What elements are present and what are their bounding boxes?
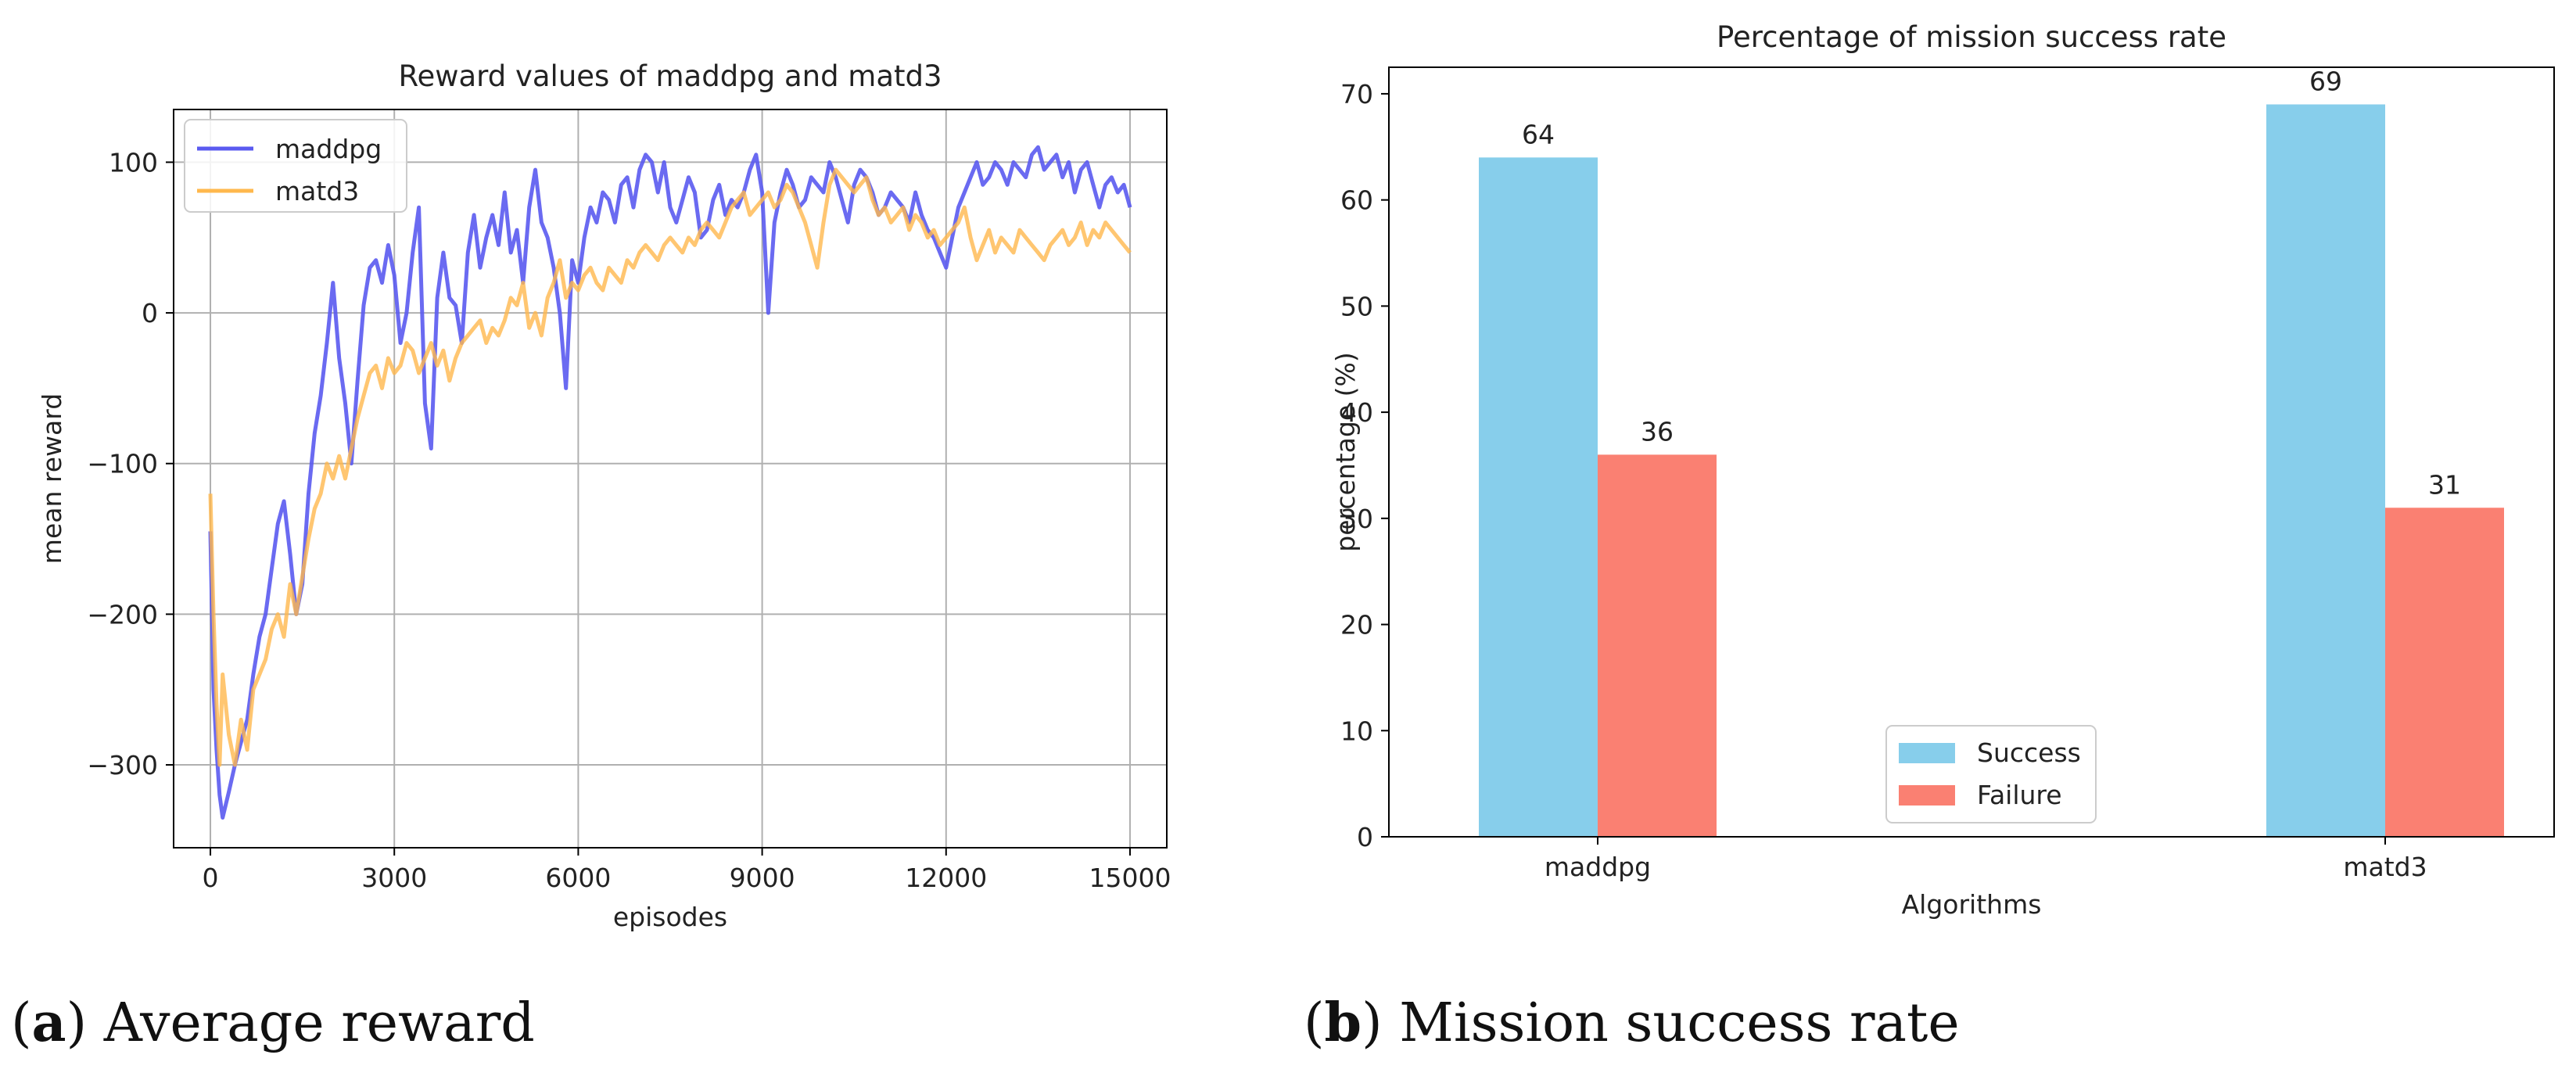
- y-tick-label: 30: [1340, 504, 1373, 534]
- plot-frame: [1388, 66, 2555, 838]
- x-tick-label: 0: [203, 863, 219, 893]
- bar-success-matd3: [2266, 104, 2385, 838]
- caption-a-text: Average reward: [103, 992, 535, 1054]
- y-tick-label: 50: [1340, 291, 1373, 321]
- bar-failure-matd3: [2385, 508, 2504, 837]
- bar-value-label: 31: [2428, 469, 2461, 500]
- y-tick-label: 0: [142, 298, 158, 328]
- caption-a-label: a: [31, 992, 66, 1054]
- legend-swatch-failure: [1899, 785, 1955, 806]
- caption-b: (b) Mission success rate: [1304, 992, 1960, 1054]
- x-tick-label: matd3: [2343, 852, 2427, 882]
- bar-value-label: 64: [1522, 119, 1555, 149]
- y-tick-label: 70: [1340, 79, 1373, 109]
- x-tick-label: 3000: [361, 863, 427, 893]
- x-tick-label: 9000: [730, 863, 795, 893]
- y-tick-label: 40: [1340, 397, 1373, 428]
- y-tick-label: 20: [1340, 610, 1373, 640]
- legend-label-success: Success: [1977, 737, 2081, 768]
- caption-b-label: b: [1324, 992, 1362, 1054]
- chart-title: Percentage of mission success rate: [1717, 20, 2226, 54]
- legend-swatch-success: [1899, 743, 1955, 763]
- x-tick-label: 15000: [1089, 863, 1171, 893]
- legend: maddpg matd3: [184, 119, 407, 213]
- legend-label-matd3: matd3: [275, 176, 359, 206]
- x-tick-label: 12000: [905, 863, 987, 893]
- bar-success-maddpg: [1479, 157, 1598, 837]
- caption-b-text: Mission success rate: [1399, 992, 1960, 1054]
- y-tick-label: 10: [1340, 716, 1373, 746]
- y-tick-label: −300: [87, 750, 158, 780]
- series-line-matd3: [208, 167, 1132, 767]
- success-rate-bar-chart: 64 69 36 31 0 10 20 30 40 50 60 70 maddpg matd3 Percen…: [1330, 20, 2555, 920]
- y-tick-label: 60: [1340, 185, 1373, 216]
- bar-value-label: 36: [1641, 416, 1674, 447]
- y-axis-label: percentage (%): [1330, 352, 1361, 551]
- reward-line-chart: 0 3000 6000 9000 12000 15000 −300 −200 −100 0 100 R…: [37, 59, 1171, 932]
- x-axis-label: episodes: [613, 902, 727, 932]
- legend-label-failure: Failure: [1977, 780, 2062, 810]
- x-tick-label: 6000: [545, 863, 611, 893]
- bar-value-label: 69: [2309, 66, 2342, 97]
- y-tick-label: 0: [1357, 822, 1373, 852]
- y-axis-label: mean reward: [37, 393, 67, 564]
- x-axis-label: Algorithms: [1902, 889, 2042, 920]
- bar-failure-maddpg: [1598, 454, 1717, 837]
- plot-frame: [173, 109, 1168, 849]
- y-tick-label: 100: [109, 147, 158, 178]
- y-tick-label: −200: [87, 599, 158, 630]
- y-tick-label: −100: [87, 449, 158, 479]
- caption-a: (a) Average reward: [11, 992, 535, 1054]
- chart-title: Reward values of maddpg and matd3: [398, 59, 942, 93]
- x-tick-label: maddpg: [1545, 852, 1651, 882]
- legend-label-maddpg: maddpg: [275, 134, 382, 164]
- legend: Success Failure: [1885, 725, 2097, 823]
